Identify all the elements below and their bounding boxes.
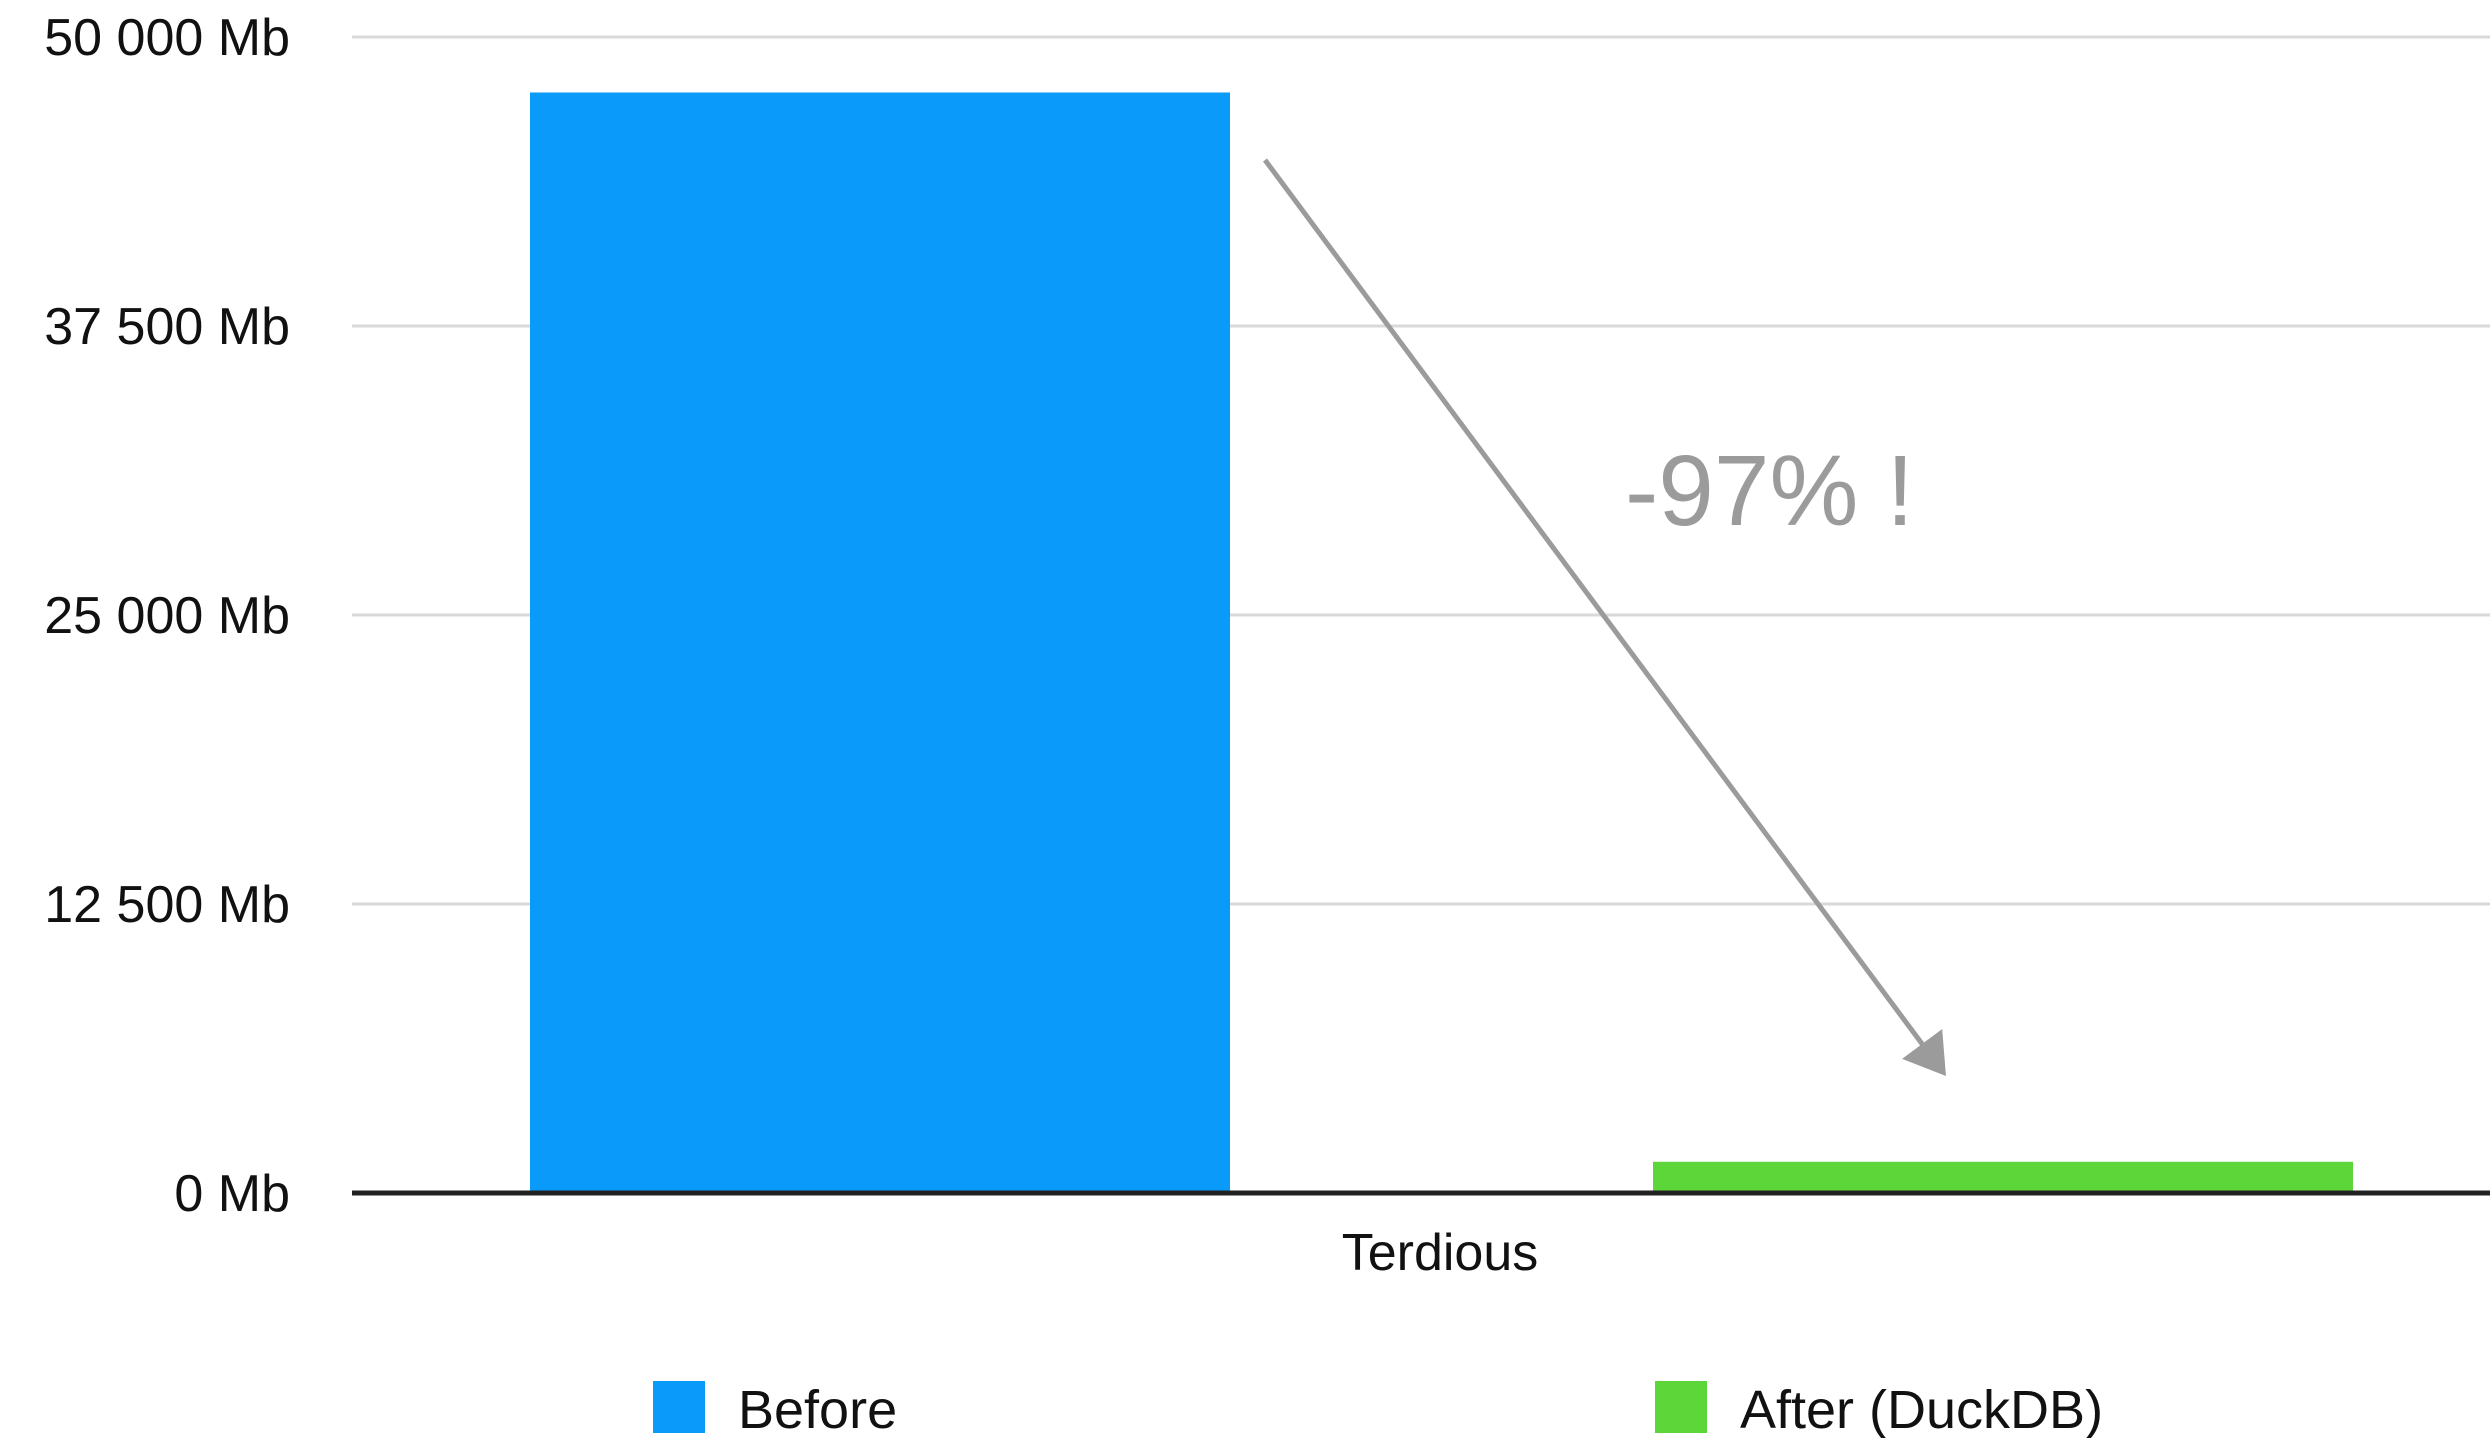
y-tick-label: 50 000 Mb	[44, 9, 290, 67]
y-axis-ticks: 0 Mb 12 500 Mb 25 000 Mb 37 500 Mb 50 000 Mb	[44, 9, 290, 1223]
legend-label: After (DuckDB)	[1740, 1380, 2103, 1438]
y-tick-label: 12 500 Mb	[44, 876, 290, 934]
bar-after-duckdb	[1653, 1161, 2353, 1193]
y-tick-label: 0 Mb	[174, 1165, 290, 1223]
x-tick-label: Terdious	[1342, 1224, 1539, 1282]
legend-label: Before	[738, 1380, 897, 1438]
legend-swatch	[653, 1381, 705, 1433]
bar-before	[530, 92, 1230, 1193]
y-tick-label: 25 000 Mb	[44, 587, 290, 645]
reduction-annotation: -97% !	[1625, 435, 1914, 547]
y-tick-label: 37 500 Mb	[44, 298, 290, 356]
bars	[530, 92, 2353, 1193]
reduction-arrow	[1262, 158, 1946, 1077]
legend-swatch	[1655, 1381, 1707, 1433]
legend: Before After (DuckDB)	[653, 1380, 2103, 1438]
